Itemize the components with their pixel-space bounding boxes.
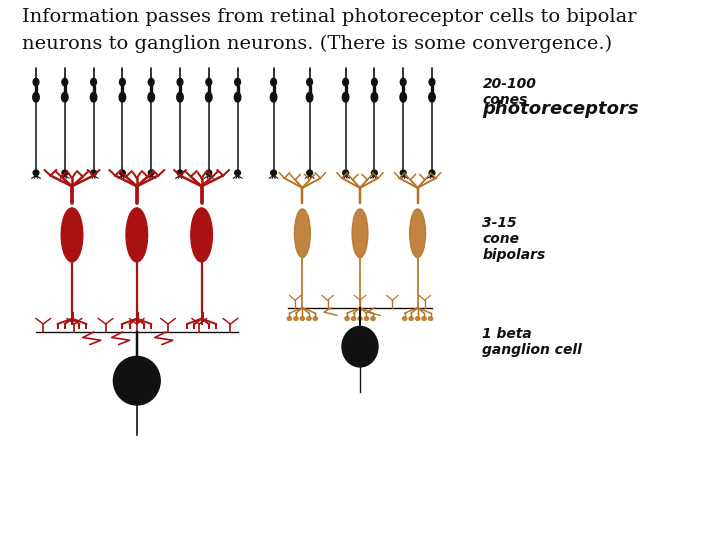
Ellipse shape xyxy=(358,316,362,321)
Ellipse shape xyxy=(372,78,377,86)
Ellipse shape xyxy=(300,316,305,321)
Ellipse shape xyxy=(120,92,126,102)
Ellipse shape xyxy=(313,316,318,321)
Ellipse shape xyxy=(294,316,298,321)
Text: 1 beta
ganglion cell: 1 beta ganglion cell xyxy=(482,327,582,357)
Ellipse shape xyxy=(61,92,68,102)
Text: photoreceptors: photoreceptors xyxy=(482,100,639,118)
Ellipse shape xyxy=(364,316,369,321)
Ellipse shape xyxy=(33,92,40,102)
Ellipse shape xyxy=(342,326,378,367)
Ellipse shape xyxy=(342,92,348,102)
Ellipse shape xyxy=(114,356,161,405)
Text: neurons to ganglion neurons. (There is some convergence.): neurons to ganglion neurons. (There is s… xyxy=(22,35,612,53)
Ellipse shape xyxy=(91,78,96,86)
Ellipse shape xyxy=(400,92,407,102)
Ellipse shape xyxy=(91,92,96,102)
Ellipse shape xyxy=(120,170,125,176)
Ellipse shape xyxy=(271,92,277,102)
Ellipse shape xyxy=(148,78,154,86)
Ellipse shape xyxy=(206,78,212,86)
Ellipse shape xyxy=(62,78,68,86)
Ellipse shape xyxy=(400,78,406,86)
Ellipse shape xyxy=(343,78,348,86)
Ellipse shape xyxy=(410,209,426,258)
Ellipse shape xyxy=(61,208,83,262)
Ellipse shape xyxy=(33,170,39,176)
Ellipse shape xyxy=(206,92,212,102)
Ellipse shape xyxy=(148,92,154,102)
Text: 3-15
cone
bipolars: 3-15 cone bipolars xyxy=(482,216,546,262)
Ellipse shape xyxy=(235,92,241,102)
Ellipse shape xyxy=(372,170,377,176)
Ellipse shape xyxy=(91,170,96,176)
Ellipse shape xyxy=(235,170,240,176)
Text: 20-100
cones: 20-100 cones xyxy=(482,77,536,107)
Ellipse shape xyxy=(428,316,433,321)
Ellipse shape xyxy=(33,78,39,86)
Ellipse shape xyxy=(271,78,276,86)
Ellipse shape xyxy=(177,78,183,86)
Ellipse shape xyxy=(120,78,125,86)
Ellipse shape xyxy=(307,78,312,86)
Ellipse shape xyxy=(429,92,435,102)
Ellipse shape xyxy=(345,316,349,321)
Ellipse shape xyxy=(343,170,348,176)
Ellipse shape xyxy=(352,209,368,258)
Ellipse shape xyxy=(307,170,312,176)
Ellipse shape xyxy=(307,92,313,102)
Ellipse shape xyxy=(351,316,356,321)
Ellipse shape xyxy=(402,316,407,321)
Ellipse shape xyxy=(409,316,413,321)
Ellipse shape xyxy=(177,92,183,102)
Ellipse shape xyxy=(235,78,240,86)
Ellipse shape xyxy=(415,316,420,321)
Ellipse shape xyxy=(191,208,212,262)
Ellipse shape xyxy=(287,316,292,321)
Ellipse shape xyxy=(371,316,375,321)
Ellipse shape xyxy=(126,208,148,262)
Ellipse shape xyxy=(400,170,406,176)
Ellipse shape xyxy=(422,316,426,321)
Ellipse shape xyxy=(429,78,435,86)
Ellipse shape xyxy=(148,170,154,176)
Ellipse shape xyxy=(62,170,68,176)
Ellipse shape xyxy=(307,316,311,321)
Ellipse shape xyxy=(294,209,310,258)
Ellipse shape xyxy=(177,170,183,176)
Ellipse shape xyxy=(206,170,212,176)
Text: Information passes from retinal photoreceptor cells to bipolar: Information passes from retinal photorec… xyxy=(22,8,636,26)
Ellipse shape xyxy=(372,92,378,102)
Ellipse shape xyxy=(271,170,276,176)
Ellipse shape xyxy=(429,170,435,176)
